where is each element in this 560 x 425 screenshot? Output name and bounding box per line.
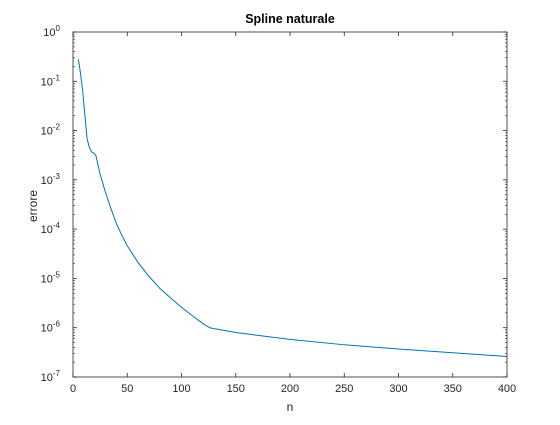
- x-axis-label: n: [287, 400, 294, 414]
- x-tick-label: 250: [335, 383, 353, 395]
- x-tick-label: 400: [498, 383, 516, 395]
- x-tick-label: 300: [389, 383, 407, 395]
- y-tick-label: 10-5: [41, 270, 61, 285]
- y-tick-label: 10-7: [41, 369, 61, 384]
- y-tick-label: 10-4: [41, 221, 61, 236]
- x-tick-label: 50: [121, 383, 133, 395]
- y-tick-label: 10-1: [41, 73, 61, 88]
- x-tick-label: 350: [444, 383, 462, 395]
- y-tick-label: 10-6: [41, 320, 61, 335]
- y-tick-label: 10-3: [41, 172, 61, 187]
- plot-area: [73, 32, 507, 377]
- series-layer: [77, 59, 508, 358]
- x-tick-labels: 0 50 100 150 200 250 300 350 400: [70, 383, 516, 395]
- x-tick-label: 0: [70, 383, 76, 395]
- x-tick-label: 200: [281, 383, 299, 395]
- y-axis-label: errore: [26, 190, 40, 222]
- series-line: [77, 59, 508, 358]
- y-tick-label: 10-2: [41, 123, 61, 138]
- x-tick-label: 150: [227, 383, 245, 395]
- chart-title: Spline naturale: [245, 12, 335, 26]
- plot-frame: [72, 31, 508, 378]
- x-tick-label: 100: [172, 383, 190, 395]
- y-tick-labels: 10-7 10-6 10-5 10-4 10-3 10-2 10-1 100: [41, 24, 61, 384]
- y-tick-label: 100: [43, 24, 60, 39]
